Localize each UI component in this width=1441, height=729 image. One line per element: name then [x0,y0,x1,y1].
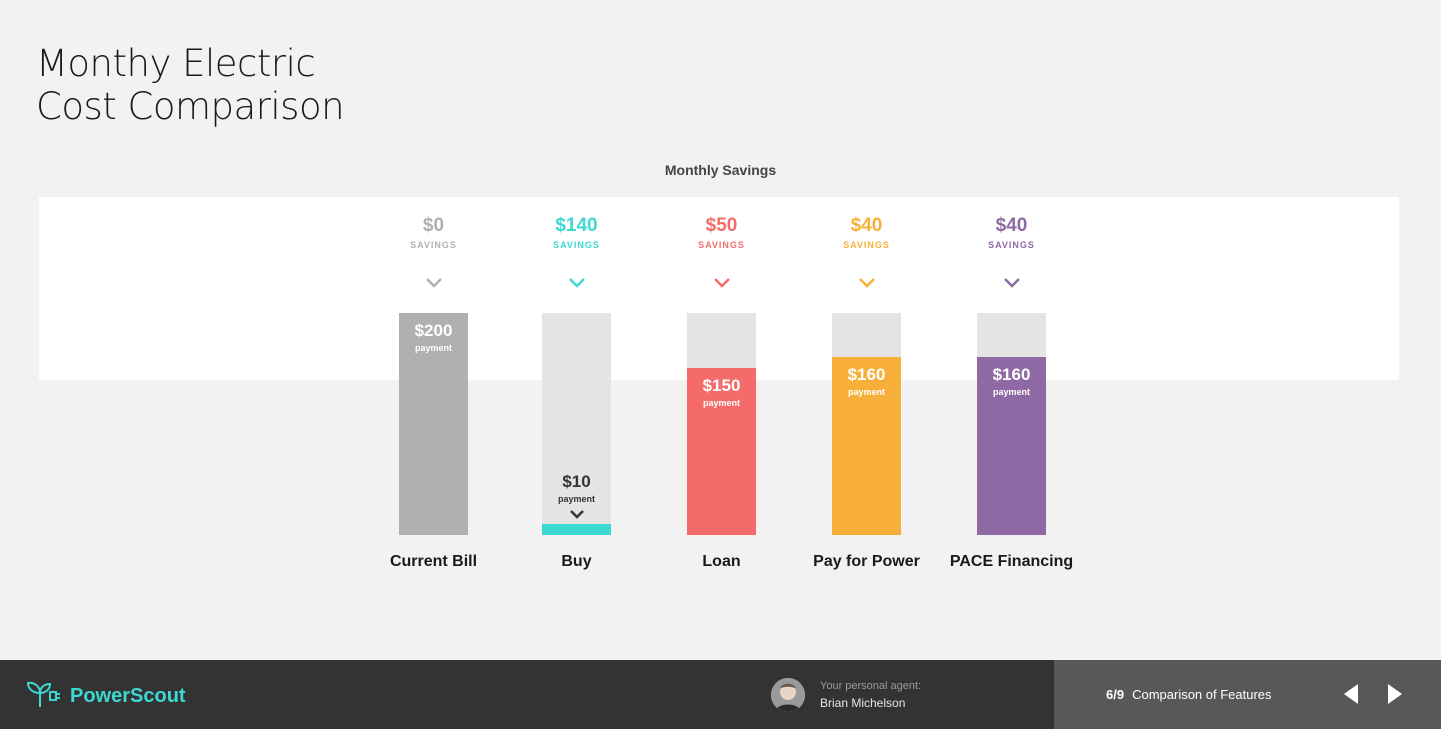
avatar [771,678,805,712]
chevron-down-icon [952,276,1072,294]
page-title-line-2: Cost Comparison [36,85,345,128]
triangle-right-icon [1388,684,1402,704]
payment-label-buy: payment [557,494,595,504]
chart-title: Monthly Savings [664,162,777,178]
bar-track-buy: $10 payment [542,313,611,535]
chevron-down-icon [662,276,782,294]
payment-value-current-bill: $200 [414,321,453,340]
savings-value-buy: $140 [555,215,598,236]
bar-track-current-bill: $200 payment [399,313,468,535]
pager-panel: 6/9 Comparison of Features [1054,660,1441,729]
category-label-buy: Buy [561,553,592,570]
brand[interactable]: PowerScout [26,680,186,713]
savings-value-loan: $50 [705,215,738,236]
bar-track-loan: $150 payment [687,313,756,535]
savings-value-pay-for-power: $40 [850,215,883,236]
savings-label-pace-financing: SAVINGS [988,240,1035,250]
payment-label-current-bill: payment [414,343,452,353]
payment-value-pay-for-power: $160 [847,365,886,384]
brand-name: PowerScout [70,685,186,707]
triangle-left-icon [1344,684,1358,704]
pager: 6/9 Comparison of Features [1106,687,1272,702]
category-label-loan: Loan [702,553,741,570]
chevron-down-icon [542,507,611,525]
savings-label-loan: SAVINGS [698,240,745,250]
powerscout-logo-icon [26,680,62,713]
bar-track-pay-for-power: $160 payment [832,313,901,535]
page-title-line-1: Monthy Electric [36,42,316,85]
bar-pace-financing[interactable] [977,357,1046,535]
category-label-pace-financing: PACE Financing [949,553,1074,570]
payment-label-pay-for-power: payment [847,387,885,397]
page-indicator: 6/9 [1106,687,1125,702]
savings-label-pay-for-power: SAVINGS [843,240,890,250]
footer-bar: PowerScout Your personal agent: Brian Mi… [0,660,1441,729]
chevron-down-icon [517,276,637,294]
section-title: Comparison of Features [1132,687,1272,702]
savings-value-pace-financing: $40 [995,215,1028,236]
savings-label-buy: SAVINGS [553,240,600,250]
payment-value-pace-financing: $160 [992,365,1031,384]
bar-buy[interactable] [542,524,611,535]
bar-track-pace-financing: $160 payment [977,313,1046,535]
bar-pay-for-power[interactable] [832,357,901,535]
chevron-down-icon [374,276,494,294]
bar-loan[interactable] [687,368,756,535]
savings-label-current-bill: SAVINGS [410,240,457,250]
agent-name[interactable]: Brian Michelson [820,696,906,710]
agent-label: Your personal agent: [820,680,922,692]
category-label-pay-for-power: Pay for Power [813,553,920,570]
payment-value-buy: $10 [562,472,591,491]
next-slide-button[interactable] [1384,682,1404,706]
bar-current-bill[interactable] [399,313,468,535]
previous-slide-button[interactable] [1342,682,1362,706]
payment-label-loan: payment [702,398,740,408]
chevron-down-icon [807,276,927,294]
savings-value-current-bill: $0 [422,215,445,236]
payment-label-pace-financing: payment [992,387,1030,397]
payment-value-loan: $150 [702,376,741,395]
page-title: Monthy Electric Cost Comparison [36,42,345,128]
category-label-current-bill: Current Bill [389,553,478,570]
